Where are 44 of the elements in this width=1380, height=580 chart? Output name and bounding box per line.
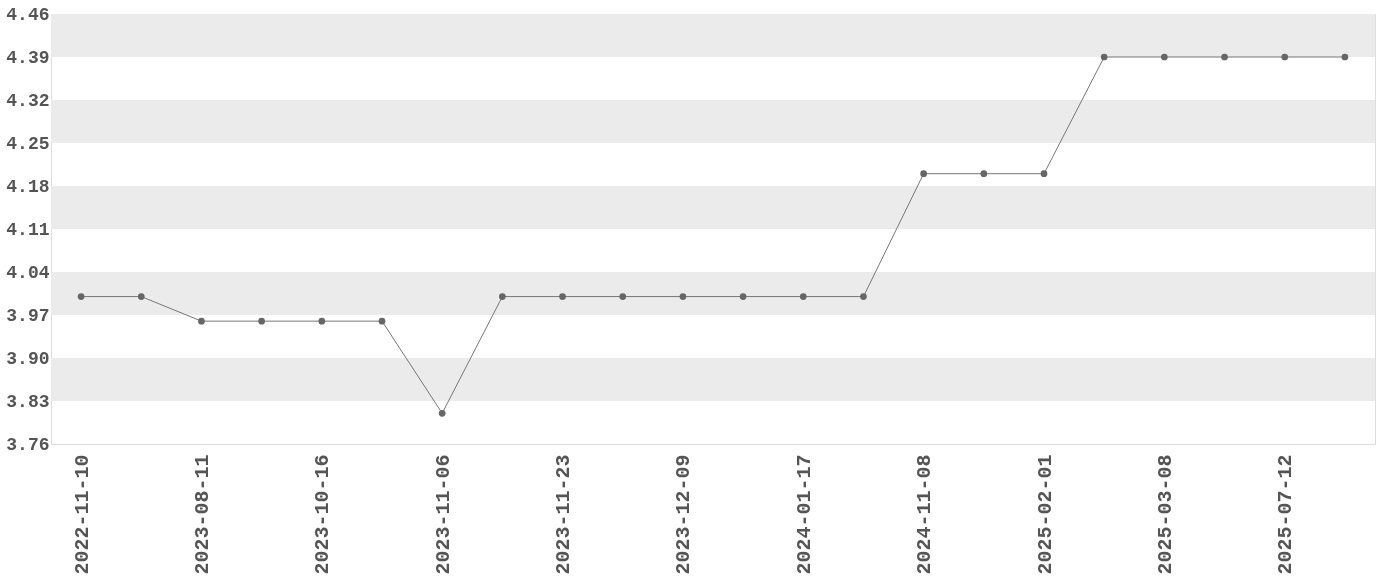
point xyxy=(739,293,747,300)
x-tick-label: 2023-11-23 xyxy=(552,454,576,575)
point xyxy=(318,317,326,325)
x-tick-label: 2022-11-10 xyxy=(70,454,94,575)
x-tick-label: 2025-07-12 xyxy=(1274,454,1298,575)
point xyxy=(1040,170,1048,178)
point xyxy=(1281,53,1289,61)
x-tick-label: 2024-01-17 xyxy=(792,454,816,575)
point xyxy=(860,293,867,300)
point xyxy=(137,293,145,300)
point xyxy=(1100,53,1108,61)
point xyxy=(619,293,627,300)
point xyxy=(258,317,265,325)
x-tick-label: 2023-08-11 xyxy=(190,454,214,575)
x-tick-label: 2023-11-06 xyxy=(431,454,455,575)
y-tick-label: 4.11 xyxy=(6,219,50,240)
x-tick-label: 2024-11-08 xyxy=(913,454,937,575)
point xyxy=(679,293,687,300)
point xyxy=(77,293,85,300)
point xyxy=(198,317,205,325)
point xyxy=(499,293,506,300)
x-tick-label: 2023-10-16 xyxy=(311,454,335,575)
y-tick-label: 4.46 xyxy=(6,4,50,25)
point xyxy=(799,293,807,300)
y-tick-label: 3.83 xyxy=(6,391,50,412)
point xyxy=(1221,53,1228,61)
y-tick-label: 3.90 xyxy=(6,348,50,369)
y-tick-label: 4.25 xyxy=(6,133,50,154)
y-tick-label: 4.04 xyxy=(6,262,50,283)
y-tick-label: 4.39 xyxy=(6,47,50,68)
point xyxy=(559,293,566,300)
x-tick-label: 2023-12-09 xyxy=(672,454,696,575)
y-tick-label: 4.32 xyxy=(6,90,50,111)
x-tick-label: 2025-02-01 xyxy=(1033,454,1057,575)
y-tick-label: 3.97 xyxy=(6,305,50,326)
y-tick-label: 3.76 xyxy=(6,434,50,455)
point xyxy=(438,409,446,417)
point xyxy=(378,317,386,325)
point xyxy=(980,170,988,178)
x-tick-label: 2025-03-08 xyxy=(1153,454,1177,575)
point xyxy=(1341,53,1349,61)
point xyxy=(1161,53,1168,61)
y-tick-label: 4.18 xyxy=(6,176,50,197)
point xyxy=(920,170,927,178)
